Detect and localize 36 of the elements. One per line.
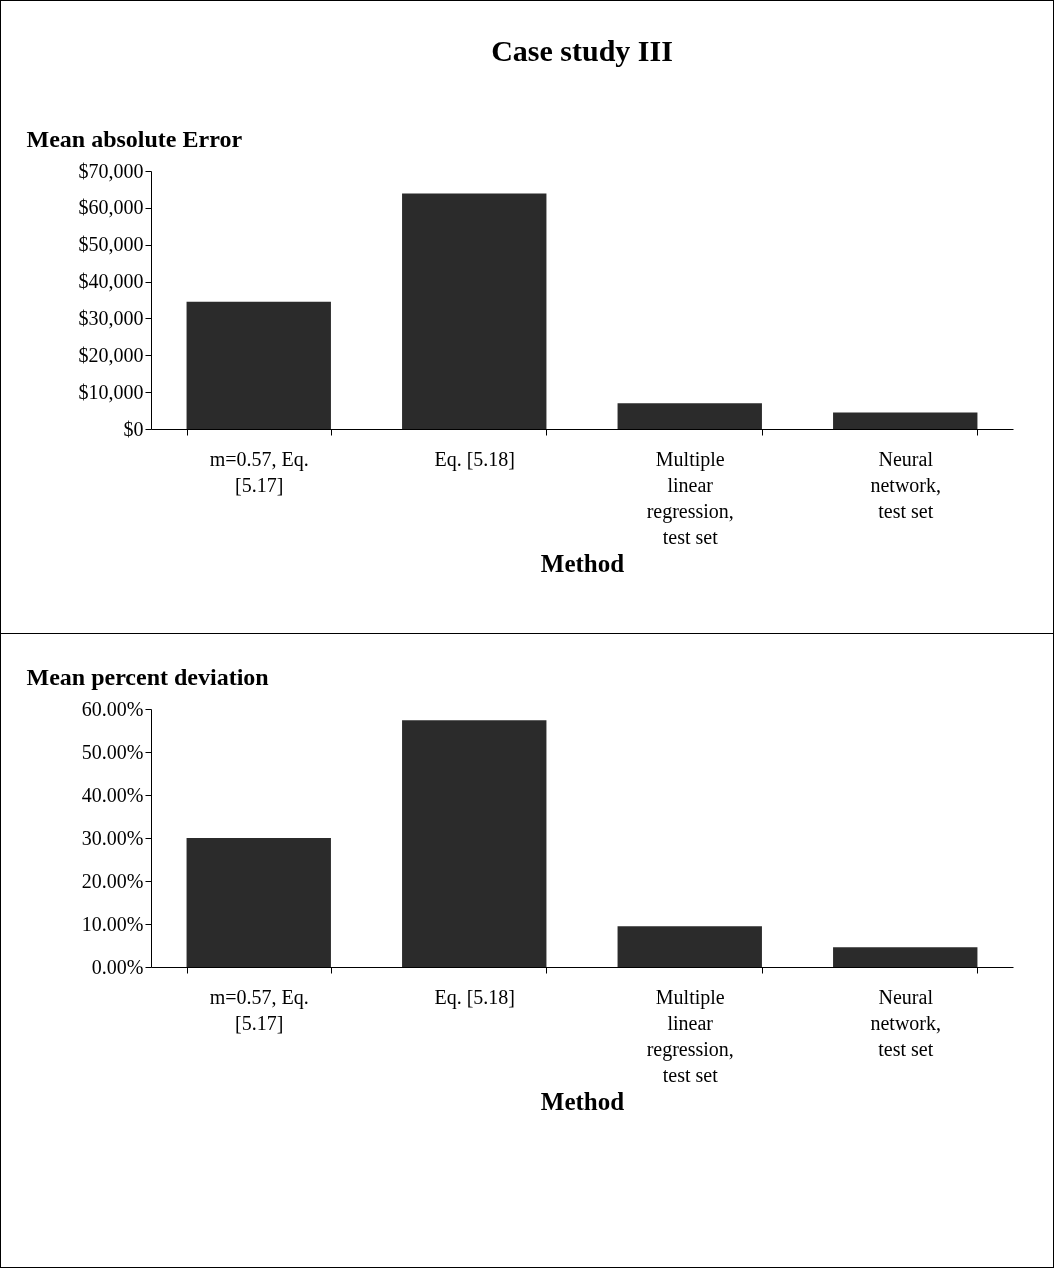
y-tick-label: 0.00% <box>91 955 144 978</box>
bar <box>402 193 547 429</box>
y-tick-label: $70,000 <box>78 159 144 182</box>
bar <box>617 403 762 429</box>
bar <box>833 947 978 967</box>
y-axis-title: Mean percent deviation <box>26 663 269 690</box>
x-tick-label: Multiple linear regression, test set <box>646 985 734 1086</box>
y-tick-label: $20,000 <box>78 343 144 366</box>
x-tick-label: Eq. [5.18] <box>434 447 516 471</box>
y-tick-label: 30.00% <box>81 826 144 849</box>
bar <box>186 838 331 967</box>
y-tick-label: $60,000 <box>78 196 144 219</box>
x-tick-label: Neural network, test set <box>870 985 942 1060</box>
bar <box>402 720 547 967</box>
y-tick-label: $0 <box>123 417 144 440</box>
y-tick-label: $10,000 <box>78 380 144 403</box>
y-tick-label: 60.00% <box>81 697 144 720</box>
x-tick-label: Multiple linear regression, test set <box>646 447 734 548</box>
y-tick-label: 10.00% <box>81 912 144 935</box>
bar <box>833 412 978 429</box>
x-tick-label: Neural network, test set <box>870 447 942 522</box>
y-tick-label: $40,000 <box>78 270 144 293</box>
bar <box>186 301 331 429</box>
x-tick-label: m=0.57, Eq. [5.17] <box>209 985 309 1034</box>
y-tick-label: 20.00% <box>81 869 144 892</box>
x-axis-title: Method <box>540 549 625 577</box>
x-tick-label: Eq. [5.18] <box>434 985 516 1009</box>
y-tick-label: 50.00% <box>81 740 144 763</box>
y-tick-label: 40.00% <box>81 783 144 806</box>
bar <box>617 926 762 967</box>
y-axis-title: Mean absolute Error <box>26 125 243 152</box>
x-tick-label: m=0.57, Eq. [5.17] <box>209 447 309 496</box>
y-tick-label: $50,000 <box>78 233 144 256</box>
x-axis-title: Method <box>540 1087 625 1115</box>
chart-title: Case study III <box>491 34 673 67</box>
y-tick-label: $30,000 <box>78 306 144 329</box>
